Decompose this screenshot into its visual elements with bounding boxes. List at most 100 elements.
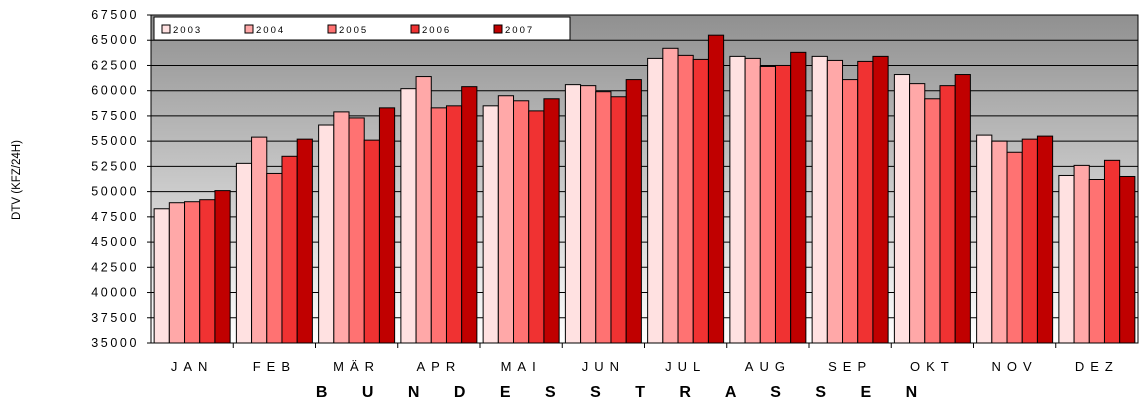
bar [842,79,859,344]
bar [976,134,993,344]
bar [430,107,447,344]
bar [1036,135,1054,344]
bar [1073,164,1090,344]
bar [1006,151,1023,344]
bar [497,95,515,344]
bar [513,100,530,344]
bar [266,172,283,344]
bar [939,85,956,344]
y-tick-label: 42500 [91,260,139,274]
legend-label: 2005 [339,25,368,36]
bar [528,110,545,344]
bar [692,58,709,344]
y-axis-title: DTV (KFZ/24H) [11,140,23,220]
y-tick-label: 60000 [91,84,139,98]
bar [1021,138,1038,344]
x-tick-label: JUL [665,359,706,374]
legend-swatch [327,24,337,34]
bar [729,55,746,344]
bar [1103,159,1121,344]
x-tick-label: APR [417,359,462,374]
bar [363,139,380,344]
bar [909,83,926,344]
x-tick-label: SEP [828,359,872,374]
bar [378,107,396,344]
x-tick-label: OKT [910,359,955,374]
legend-label: 2004 [256,25,285,36]
bar [595,91,612,344]
bar [445,105,463,344]
y-tick-label: 37500 [91,311,139,325]
bar [924,98,941,344]
legend-label: 2006 [422,25,451,36]
y-tick-label: 47500 [91,210,139,224]
bar [707,34,725,344]
bar [482,105,499,344]
bar [281,155,298,344]
bar [251,136,268,344]
plot-background [151,15,1138,343]
bar [790,51,807,344]
bar [610,96,627,344]
bar [759,65,776,344]
bar [580,85,597,344]
legend-swatch [410,24,420,34]
x-tick-label: JAN [171,359,214,374]
y-tick-label: 35000 [91,336,139,350]
y-tick-label: 62500 [91,58,139,72]
bar [168,202,186,344]
x-tick-label: NOV [992,359,1038,374]
bar [826,59,844,344]
y-tick-label: 65000 [91,33,139,47]
plot-border [150,14,1139,344]
bar [184,201,201,344]
bar [543,98,560,344]
legend-swatch [161,24,171,34]
bar [991,140,1008,344]
y-tick-label: 50000 [91,185,139,199]
x-axis-title: B U N D E S S T R A S S E N [316,384,932,401]
gridlines [151,14,1138,319]
bar [811,55,828,344]
legend-box [153,16,571,41]
x-tick-label: FEB [253,359,296,374]
y-tick-label: 45000 [91,235,139,249]
y-tick-label: 57500 [91,109,139,123]
bar [1088,179,1105,344]
bar [857,60,874,344]
x-tick-label: MAI [501,359,542,374]
bar [199,199,216,344]
legend-swatch [244,24,254,34]
bar [774,64,792,344]
y-tick-label: 52500 [91,159,139,173]
bar [872,55,889,344]
legend: 2003 2004 2005 2006 2007 [153,16,571,41]
bar [662,47,679,344]
bar [677,54,694,344]
bar [1058,174,1075,344]
x-tick-label: AUG [745,359,791,374]
bar [296,138,313,344]
bar [625,79,642,344]
y-tick-label: 40000 [91,286,139,300]
bar [318,124,335,344]
x-tick-label: DEZ [1075,359,1119,374]
bar [153,208,170,344]
bar [348,117,365,344]
legend-label: 2003 [173,25,202,36]
bar [954,74,971,344]
axes: 35000 37500 40000 42500 45000 47500 50000 52500… [91,8,1139,374]
x-tick-label: MÄR [333,359,380,374]
bar [1119,175,1136,344]
bar [214,190,231,344]
bar [564,84,582,344]
y-tick-label: 55000 [91,134,139,148]
bar [647,57,664,344]
bar [235,162,253,344]
bar [744,57,761,344]
bar [461,86,478,344]
legend-label: 2007 [505,25,534,36]
bar [415,76,432,344]
